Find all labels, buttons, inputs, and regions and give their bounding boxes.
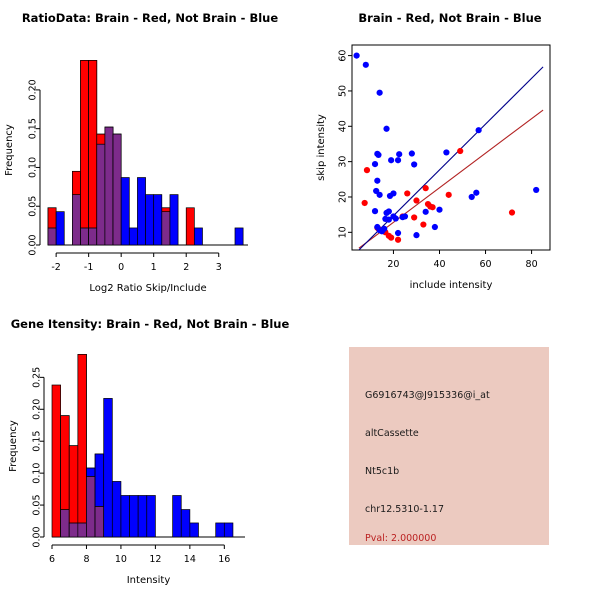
svg-text:40: 40 [337, 120, 348, 132]
svg-text:30: 30 [337, 156, 348, 168]
info-locus: chr12.5310-1.17 [365, 504, 445, 515]
svg-text:Frequency: Frequency [4, 124, 15, 176]
info-gene-symbol: Nt5c1b [365, 466, 400, 477]
svg-text:10: 10 [337, 226, 348, 238]
svg-text:Frequency: Frequency [8, 420, 19, 472]
svg-text:3: 3 [216, 262, 222, 273]
svg-text:0.25: 0.25 [31, 367, 42, 388]
svg-text:0.00: 0.00 [31, 526, 42, 547]
svg-text:60: 60 [337, 50, 348, 62]
svg-text:include intensity: include intensity [410, 280, 493, 291]
intensity-scatter-panel: Brain - Red, Not Brain - Blue 10 20 30 40 50 6… [300, 0, 600, 300]
svg-text:-2: -2 [51, 262, 60, 273]
gene-intensity-histogram-panel: Gene Itensity: Brain - Red, Not Brain - … [0, 300, 300, 600]
svg-text:0.05: 0.05 [31, 494, 42, 515]
svg-text:12: 12 [149, 554, 161, 565]
svg-text:0: 0 [118, 262, 124, 273]
svg-text:14: 14 [184, 554, 196, 565]
svg-text:80: 80 [526, 259, 538, 270]
svg-text:50: 50 [337, 85, 348, 97]
svg-text:Brain - Red, Not Brain - Blue: Brain - Red, Not Brain - Blue [358, 11, 541, 25]
gene-info-panel: G6916743@J915336@i_at altCassette Nt5c1b… [349, 347, 549, 545]
svg-text:6: 6 [49, 554, 55, 565]
svg-text:Log2 Ratio Skip/Include: Log2 Ratio Skip/Include [89, 283, 206, 294]
svg-text:0.20: 0.20 [31, 399, 42, 420]
svg-text:RatioData: Brain - Red, Not Br: RatioData: Brain - Red, Not Brain - Blue [22, 11, 279, 25]
svg-text:20: 20 [387, 259, 399, 270]
ratio-histogram-svg: RatioData: Brain - Red, Not Brain - Blue… [4, 11, 279, 294]
svg-text:0.20: 0.20 [27, 79, 38, 100]
svg-text:0.00: 0.00 [27, 234, 38, 255]
svg-text:-1: -1 [84, 262, 93, 273]
svg-text:60: 60 [479, 259, 491, 270]
intensity-scatter-svg: Brain - Red, Not Brain - Blue 10 20 30 40 50 6… [316, 11, 551, 291]
svg-text:0.05: 0.05 [27, 196, 38, 217]
svg-text:0.15: 0.15 [27, 118, 38, 139]
svg-text:Gene Itensity: Brain - Red, No: Gene Itensity: Brain - Red, Not Brain - … [11, 317, 290, 331]
svg-text:0.15: 0.15 [31, 431, 42, 452]
svg-text:0.10: 0.10 [27, 157, 38, 178]
svg-text:40: 40 [433, 259, 445, 270]
svg-text:0.10: 0.10 [31, 463, 42, 484]
info-pval: Pval: 2.000000 [365, 533, 437, 544]
info-probeset-id: G6916743@J915336@i_at [365, 390, 490, 401]
gene-intensity-histogram-svg: Gene Itensity: Brain - Red, Not Brain - … [8, 317, 290, 586]
svg-text:skip intensity: skip intensity [316, 114, 327, 181]
ratio-histogram-panel: RatioData: Brain - Red, Not Brain - Blue… [0, 0, 300, 300]
svg-text:16: 16 [218, 554, 230, 565]
svg-text:1: 1 [151, 262, 157, 273]
svg-text:8: 8 [83, 554, 89, 565]
svg-text:10: 10 [115, 554, 127, 565]
svg-text:2: 2 [183, 262, 189, 273]
svg-text:Intensity: Intensity [127, 575, 171, 586]
svg-text:20: 20 [337, 191, 348, 203]
info-event-type: altCassette [365, 428, 419, 439]
